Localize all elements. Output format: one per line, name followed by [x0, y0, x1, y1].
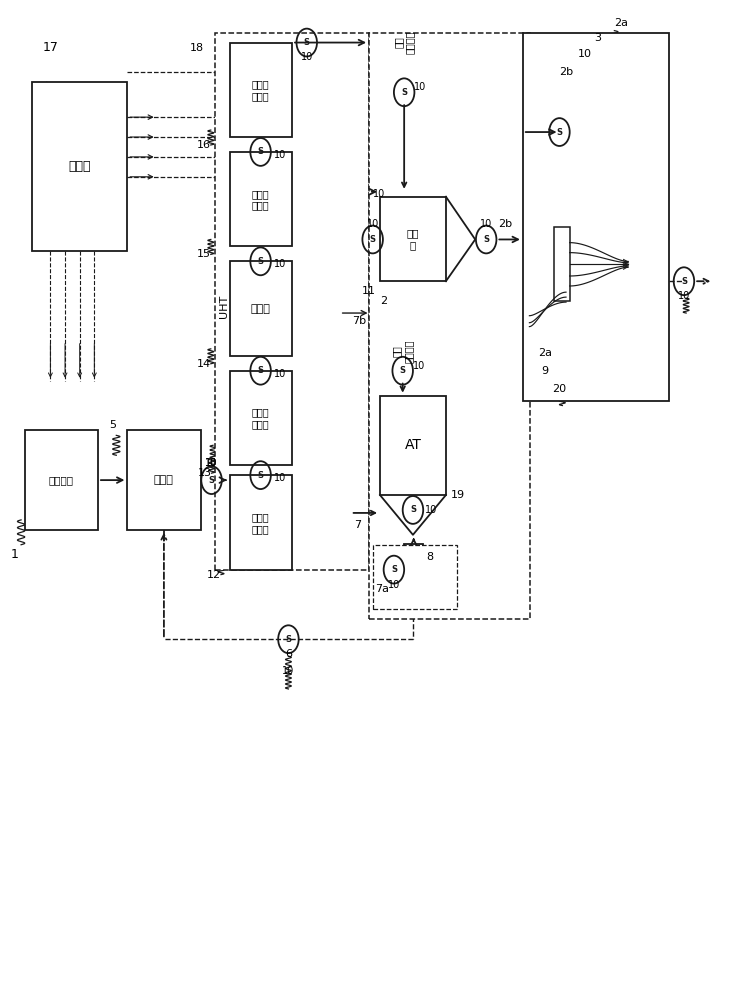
Bar [380, 396, 446, 495]
Text: 20: 20 [552, 384, 567, 394]
Bar [230, 43, 292, 137]
Text: S: S [209, 476, 215, 485]
Text: 第一级
冷却部: 第一级 冷却部 [252, 189, 269, 210]
Text: 10: 10 [367, 219, 379, 229]
Text: 7b: 7b [352, 316, 366, 326]
Text: 2: 2 [380, 296, 387, 306]
Text: S: S [258, 471, 263, 480]
Text: S: S [391, 565, 397, 574]
Text: 调制装置: 调制装置 [49, 475, 74, 485]
Text: S: S [286, 635, 292, 644]
Bar [373, 545, 457, 609]
Bar [25, 430, 98, 530]
Text: 10: 10 [387, 580, 400, 590]
Text: 12: 12 [207, 570, 221, 580]
Bar [215, 33, 369, 570]
Text: 17: 17 [43, 41, 59, 54]
Text: 1: 1 [11, 548, 19, 561]
Text: 18: 18 [190, 43, 204, 53]
Text: 2a: 2a [614, 18, 628, 28]
Text: 3: 3 [595, 33, 601, 43]
Text: 9: 9 [541, 366, 548, 376]
Bar [230, 475, 292, 570]
Text: 10: 10 [480, 219, 492, 229]
Text: 7a: 7a [376, 584, 390, 594]
Text: 10: 10 [300, 52, 313, 62]
Text: 2a: 2a [538, 348, 552, 358]
Text: S: S [410, 505, 416, 514]
Text: 蒸气
無菌气体: 蒸气 無菌气体 [393, 31, 415, 54]
Text: S: S [258, 366, 263, 375]
Text: 压力
罐: 压力 罐 [407, 229, 419, 250]
Text: S: S [304, 38, 310, 47]
Text: 2b: 2b [559, 67, 573, 77]
Text: S: S [258, 257, 263, 266]
Text: 11: 11 [362, 286, 376, 296]
Text: 第一级
加热部: 第一级 加热部 [252, 512, 269, 534]
Bar [523, 33, 669, 401]
Bar [404, 544, 423, 570]
Text: 19: 19 [451, 490, 465, 500]
Text: 16: 16 [197, 140, 211, 150]
Bar [230, 261, 292, 356]
Text: S: S [258, 147, 263, 156]
Text: 10: 10 [274, 150, 286, 160]
Text: 10: 10 [424, 505, 437, 515]
Text: 10: 10 [413, 361, 425, 371]
Text: 8: 8 [426, 552, 433, 562]
Text: 10: 10 [274, 259, 286, 269]
Text: 10: 10 [205, 458, 218, 468]
Text: 控制器: 控制器 [69, 160, 91, 173]
Text: S: S [483, 235, 489, 244]
Text: 13: 13 [198, 468, 212, 478]
Text: 10: 10 [415, 82, 427, 92]
Text: 第二级
冷却部: 第二级 冷却部 [252, 79, 269, 101]
Bar [554, 227, 570, 301]
Text: 第二级
加热部: 第二级 加热部 [252, 408, 269, 429]
Text: 6: 6 [285, 649, 292, 659]
Text: 15: 15 [197, 249, 211, 259]
Text: S: S [400, 366, 406, 375]
Bar [32, 82, 127, 251]
Bar [230, 371, 292, 465]
Text: 10: 10 [677, 291, 690, 301]
Text: 7: 7 [354, 520, 362, 530]
Text: 平衡罐: 平衡罐 [154, 475, 174, 485]
Text: 10: 10 [373, 189, 386, 199]
Text: S: S [370, 235, 376, 244]
Text: S: S [681, 277, 687, 286]
Bar [369, 33, 530, 619]
Text: 5: 5 [109, 420, 116, 430]
Text: 10: 10 [283, 666, 294, 676]
Text: 2b: 2b [498, 219, 512, 229]
Text: 10: 10 [578, 49, 592, 59]
Text: 10: 10 [274, 473, 286, 483]
Text: S: S [401, 88, 407, 97]
Text: UHT: UHT [219, 294, 229, 318]
Text: 14: 14 [196, 359, 211, 369]
Text: 10: 10 [205, 458, 218, 468]
Text: 10: 10 [274, 369, 286, 379]
Text: S: S [556, 128, 562, 137]
Text: 蒸气
无菌气体: 蒸气 无菌气体 [392, 339, 413, 363]
Bar [127, 430, 201, 530]
Text: 保持管: 保持管 [251, 304, 271, 314]
Bar [230, 152, 292, 246]
Bar [380, 197, 446, 281]
Text: AT: AT [404, 438, 421, 452]
